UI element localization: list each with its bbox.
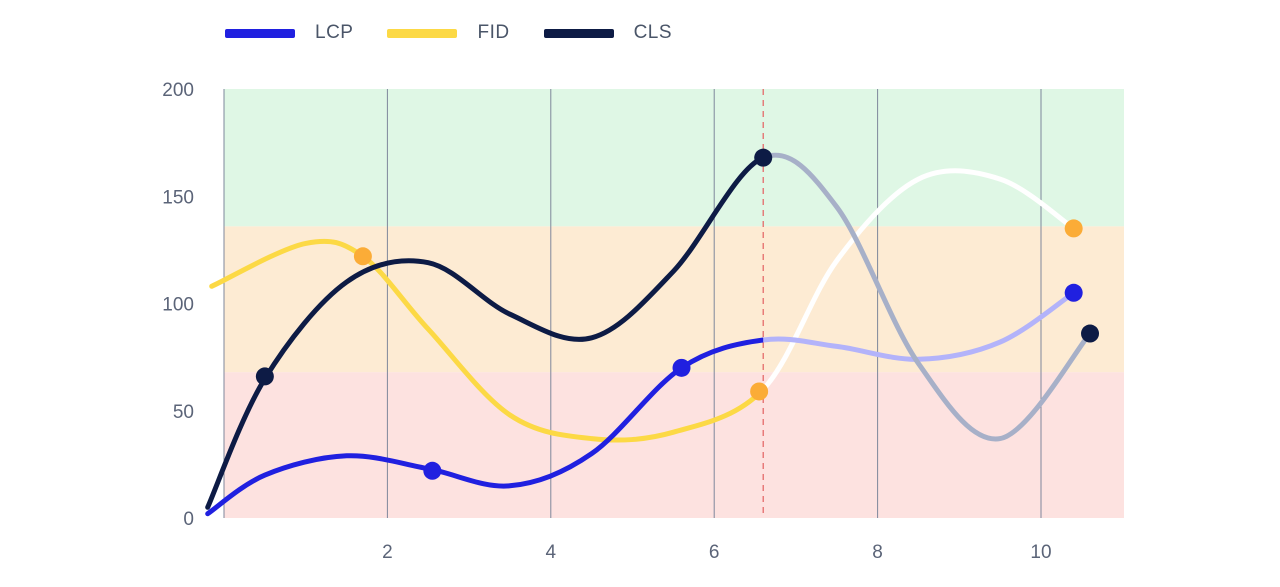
series-lcp-line	[205, 337, 764, 517]
y-tick-label: 150	[162, 187, 194, 208]
x-tick-label: 2	[382, 542, 393, 563]
band-0	[224, 372, 1124, 518]
series-cls-line	[205, 154, 764, 510]
legend-item-cls[interactable]: CLS	[543, 22, 673, 44]
legend: LCP FID CLS	[225, 22, 706, 44]
legend-swatch-fid	[387, 28, 458, 38]
series-fid-point	[353, 247, 372, 266]
x-tick-label: 6	[709, 542, 720, 563]
x-tick-label: 8	[872, 542, 883, 563]
y-tick-label: 200	[162, 80, 194, 101]
series-lcp-projected-line	[763, 290, 1077, 362]
legend-item-lcp[interactable]: LCP	[225, 22, 353, 44]
series-fid-point	[1064, 219, 1083, 238]
series-fid-point	[750, 382, 769, 401]
series-fid-projected-line	[763, 168, 1077, 393]
legend-swatch-lcp	[225, 28, 295, 38]
series-lcp-point	[423, 461, 442, 480]
legend-label-cls: CLS	[633, 22, 673, 43]
series-cls-point	[754, 148, 773, 167]
series-cls-point	[255, 367, 274, 386]
series-cls-point	[1081, 324, 1100, 343]
x-tick-label: 10	[1030, 542, 1051, 563]
y-tick-label: 0	[183, 509, 194, 530]
x-tick-label: 4	[546, 542, 557, 563]
legend-label-lcp: LCP	[315, 22, 354, 43]
legend-item-fid[interactable]: FID	[387, 22, 509, 44]
series-lcp-point	[1064, 283, 1083, 302]
y-tick-label: 50	[173, 402, 194, 423]
band-1	[224, 226, 1124, 373]
series-lcp-point	[672, 358, 691, 377]
legend-swatch-cls	[543, 28, 614, 38]
band-2	[224, 89, 1124, 227]
series-cls-projected-line	[763, 152, 1093, 442]
y-tick-label: 100	[162, 295, 194, 316]
legend-label-fid: FID	[477, 22, 510, 43]
